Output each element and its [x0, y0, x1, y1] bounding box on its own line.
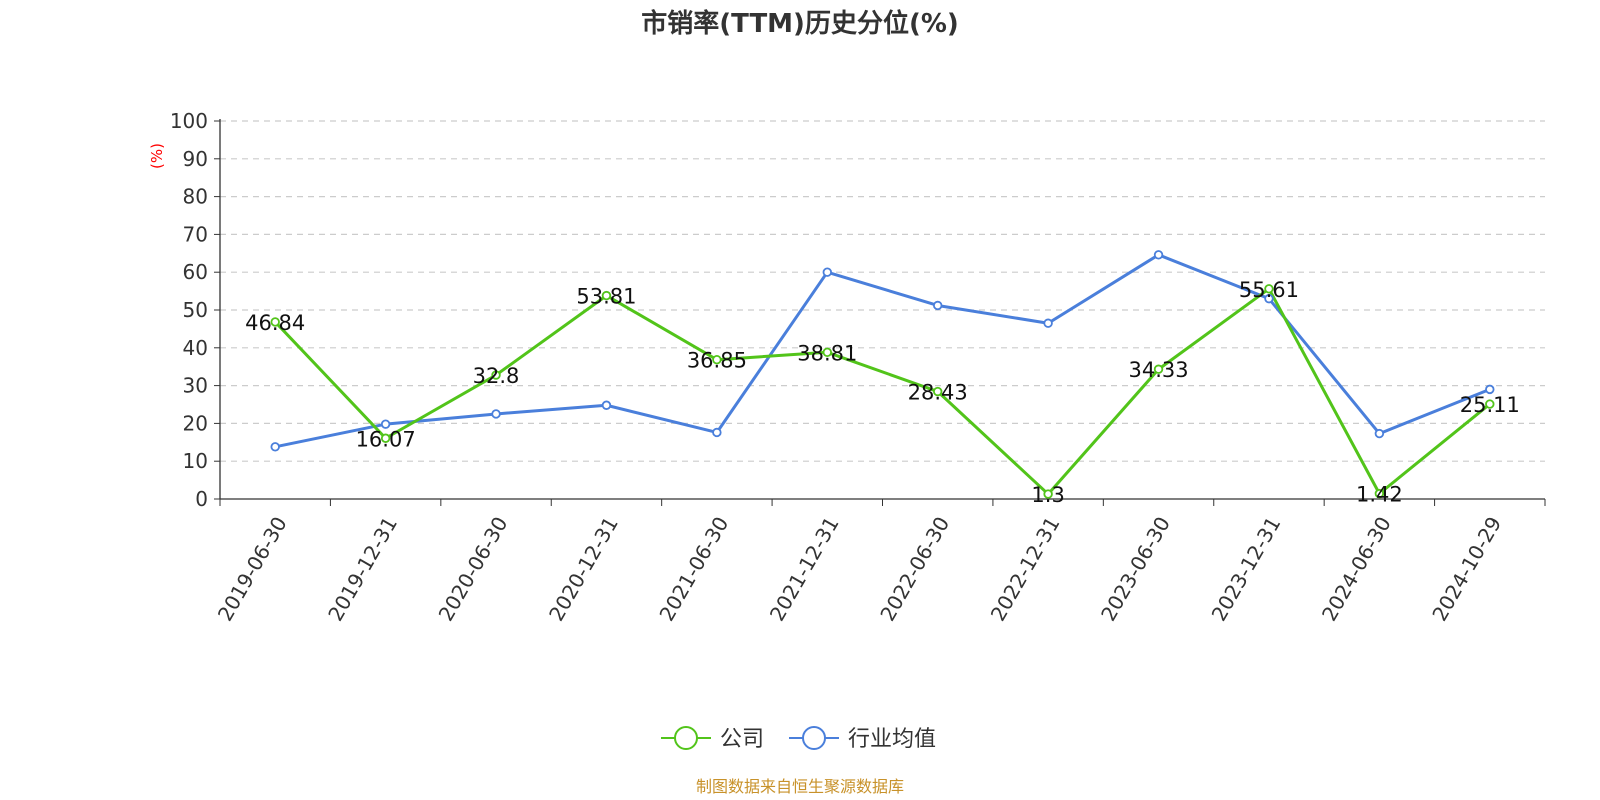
data-label: 34.33 — [1128, 358, 1188, 382]
x-tick-label: 2024-06-30 — [1317, 513, 1396, 626]
x-tick-label: 2019-06-30 — [213, 513, 292, 626]
data-point-industry — [1043, 318, 1053, 328]
x-tick-label: 2023-06-30 — [1096, 513, 1175, 626]
data-label: 46.84 — [245, 311, 305, 335]
data-label: 36.85 — [687, 349, 747, 373]
y-tick-label: 90 — [183, 147, 208, 171]
x-tick-label: 2024-10-29 — [1427, 513, 1506, 626]
data-label: 32.8 — [473, 364, 520, 388]
y-tick-label: 0 — [195, 487, 208, 511]
source-note: 制图数据来自恒生聚源数据库 — [696, 777, 904, 796]
x-tick-label: 2023-12-31 — [1207, 513, 1286, 626]
data-point-company — [380, 433, 391, 443]
y-tick-label: 20 — [183, 411, 208, 435]
x-tick-label: 2022-12-31 — [986, 513, 1065, 626]
series-line-company — [274, 287, 1491, 496]
series-line-industry — [274, 253, 1491, 449]
data-point-company — [822, 347, 832, 357]
data-point-company — [712, 355, 722, 365]
legend-item-industry[interactable]: 行业均值 — [789, 726, 936, 752]
y-tick-label: 30 — [183, 374, 208, 398]
data-labels: 46.84 16.07 32.8 53.81 36.85 38.81 28.43 1.3 34.… — [245, 278, 1520, 507]
y-tick-label: 70 — [183, 222, 208, 246]
data-label: 1.42 — [1356, 483, 1403, 507]
data-point-industry — [1264, 293, 1274, 304]
data-point-industry — [822, 267, 832, 277]
x-tick-label: 2021-12-31 — [765, 513, 844, 626]
y-tick-label: 40 — [183, 336, 208, 360]
data-point-company — [491, 370, 501, 380]
x-tick-label: 2020-06-30 — [434, 513, 513, 626]
data-label: 28.43 — [908, 381, 968, 405]
data-point-industry — [933, 300, 943, 311]
data-point-company — [1153, 364, 1164, 374]
y-tick-label: 100 — [170, 109, 208, 133]
series-layer — [270, 250, 1495, 499]
y-axis-label: (%) — [148, 143, 166, 169]
data-point-company — [1264, 284, 1274, 294]
data-label: 53.81 — [576, 285, 636, 309]
data-point-company — [1374, 488, 1385, 499]
data-point-company — [601, 290, 612, 301]
data-point-company — [933, 386, 943, 397]
y-tick-label: 10 — [183, 449, 208, 473]
data-point-industry — [1153, 250, 1164, 260]
grid — [220, 120, 1545, 462]
data-label: 1.3 — [1031, 483, 1064, 507]
legend-label-company: 公司 — [720, 727, 764, 752]
y-tick-label: 50 — [183, 298, 208, 322]
data-point-industry — [380, 419, 391, 429]
data-point-industry — [491, 409, 501, 419]
chart-title: 市销率(TTM)历史分位(%) — [641, 8, 959, 39]
legend-label-industry: 行业均值 — [848, 727, 936, 752]
data-label: 55.61 — [1239, 278, 1299, 302]
data-point-company — [1043, 489, 1053, 499]
data-point-industry — [1485, 384, 1495, 395]
axes: (%) 0 10 20 30 40 50 60 70 80 90 100 2019-06-30 2019… — [148, 109, 1546, 626]
data-point-industry — [601, 400, 612, 410]
x-tick-label: 2020-12-31 — [544, 513, 623, 626]
data-point-company — [270, 317, 280, 327]
data-point-industry — [1374, 428, 1385, 439]
data-label: 25.11 — [1460, 393, 1520, 417]
data-point-industry — [270, 442, 280, 452]
data-point-industry — [712, 427, 722, 438]
x-tick-label: 2021-06-30 — [654, 513, 733, 626]
legend-item-company[interactable]: 公司 — [661, 726, 764, 752]
data-label: 16.07 — [356, 427, 416, 451]
legend-marker-industry — [802, 726, 826, 750]
legend[interactable]: 公司 行业均值 — [661, 726, 936, 752]
data-point-company — [1485, 399, 1495, 409]
legend-marker-company — [674, 726, 698, 750]
x-tick-label: 2019-12-31 — [323, 513, 402, 626]
y-tick-label: 80 — [183, 185, 208, 209]
x-tick-label: 2022-06-30 — [875, 512, 954, 625]
y-tick-label: 60 — [183, 260, 208, 284]
data-label: 38.81 — [797, 341, 857, 365]
